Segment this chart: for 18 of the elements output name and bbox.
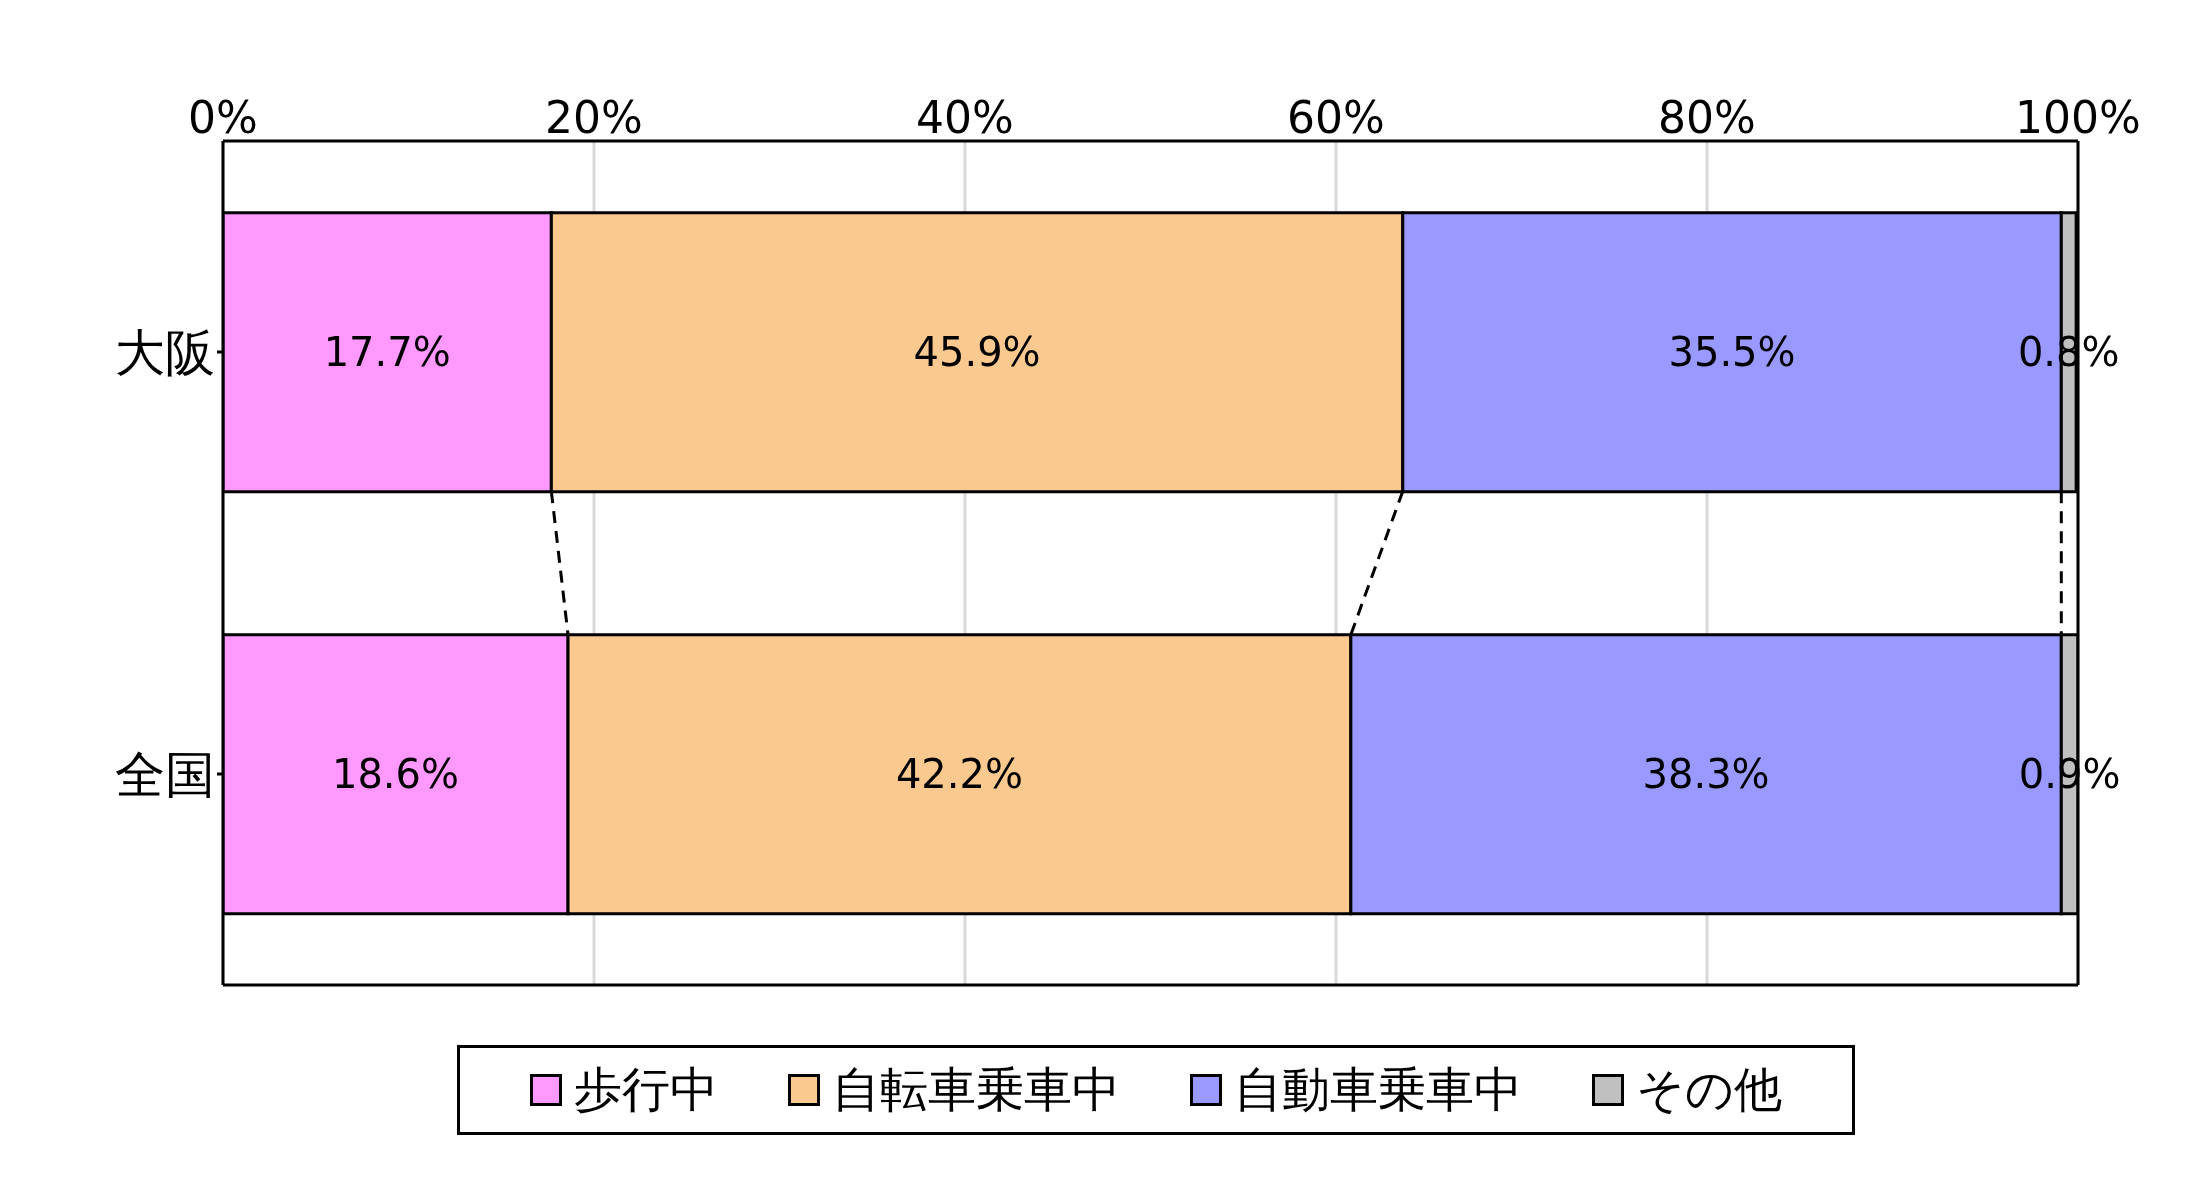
legend-label: 自転車乗車中 xyxy=(831,1060,1120,1119)
x-tick-label: 60% xyxy=(1287,92,1385,143)
x-tick-label: 0% xyxy=(188,92,258,143)
data-label: 18.6% xyxy=(331,751,460,798)
x-tick-label: 80% xyxy=(1658,92,1756,143)
x-tick-label: 100% xyxy=(2015,92,2141,143)
x-tick-label: 20% xyxy=(545,92,643,143)
data-label: 17.7% xyxy=(323,329,451,376)
legend-label: その他 xyxy=(1635,1060,1782,1119)
y-tick-label: 大阪 xyxy=(115,323,215,382)
data-label: 38.3% xyxy=(1642,751,1770,798)
data-label: 35.5% xyxy=(1668,329,1796,376)
legend-label: 歩行中 xyxy=(573,1060,718,1119)
y-tick-label: 全国 xyxy=(115,745,215,804)
data-label: 45.9% xyxy=(913,329,1041,376)
x-tick-label: 40% xyxy=(916,92,1014,143)
data-label: 42.2% xyxy=(895,751,1023,798)
legend-label: 自動車乗車中 xyxy=(1233,1060,1522,1119)
